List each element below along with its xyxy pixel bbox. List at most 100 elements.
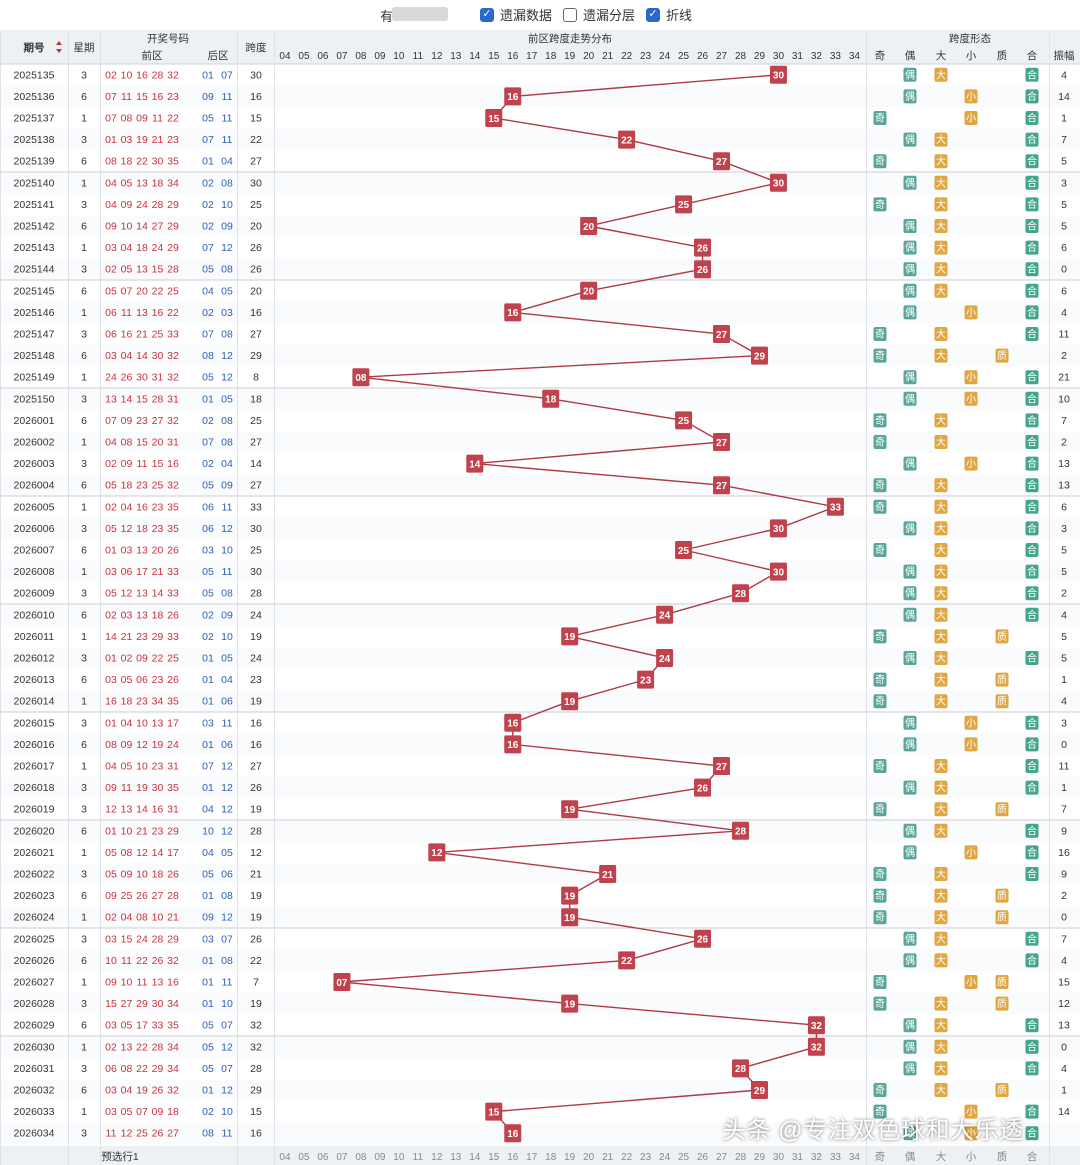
trend-col-header: 19	[564, 51, 576, 62]
front-number: 22	[136, 1063, 148, 1075]
form-badge-label: 小	[966, 1128, 976, 1140]
front-number: 25	[167, 653, 179, 665]
front-number: 05	[121, 177, 133, 189]
form-badge-label: 合	[1027, 241, 1037, 254]
trend-col-header: 31	[792, 51, 804, 62]
swing-cell: 5	[1061, 566, 1067, 578]
front-number: 15	[136, 393, 148, 405]
span-cell: 29	[250, 350, 262, 362]
front-number: 27	[152, 221, 164, 233]
front-number: 03	[105, 350, 117, 362]
form-badge	[873, 327, 887, 341]
span-marker-label: 27	[716, 157, 728, 168]
swing-cell: 9	[1061, 869, 1067, 881]
issue-cell: 2026010	[14, 609, 55, 621]
front-number: 24	[136, 199, 148, 211]
swing-cell: 5	[1061, 631, 1067, 643]
front-number: 33	[167, 631, 179, 643]
form-badge-label: 大	[936, 781, 946, 794]
form-badge-label: 合	[1027, 457, 1037, 470]
form-badge-label: 质	[997, 1085, 1007, 1097]
span-marker-label: 19	[564, 805, 576, 816]
form-badge-label: 合	[1027, 824, 1037, 837]
form-badge-label: 奇	[875, 976, 885, 989]
front-number: 23	[136, 415, 148, 427]
span-marker	[713, 433, 731, 451]
footer-trend-col: 21	[602, 1152, 614, 1163]
form-badge	[934, 953, 948, 968]
back-number: 07	[221, 69, 233, 81]
issue-cell: 2026033	[14, 1106, 55, 1118]
swing-cell: 0	[1061, 912, 1067, 924]
span-cell: 29	[250, 1085, 262, 1097]
form-badge-label: 奇	[875, 414, 885, 427]
back-number: 08	[221, 415, 233, 427]
weekday-cell: 3	[81, 869, 87, 881]
missing-data-checkbox[interactable]: ✓ 遗漏数据	[480, 5, 552, 24]
weekday-cell: 1	[81, 696, 87, 708]
polyline-checkbox[interactable]: ✓ 折线	[646, 5, 692, 24]
span-marker-label: 27	[716, 330, 728, 341]
back-number: 02	[202, 458, 214, 470]
footer-trend-col: 25	[678, 1152, 690, 1163]
weekday-cell: 6	[81, 221, 87, 233]
back-number: 01	[202, 782, 214, 794]
row-stripe	[0, 215, 1080, 237]
front-number: 21	[167, 912, 179, 924]
form-badge-label: 大	[936, 241, 946, 254]
span-marker-label: 26	[697, 243, 709, 254]
form-badge	[1025, 435, 1039, 449]
front-number: 05	[121, 1106, 133, 1118]
front-number: 10	[152, 912, 164, 924]
weekday-cell: 6	[81, 1085, 87, 1097]
back-number: 12	[221, 242, 233, 254]
form-badge-label: 偶	[905, 652, 915, 665]
form-badge	[934, 499, 948, 514]
front-number: 08	[121, 113, 133, 125]
back-number: 04	[202, 847, 214, 859]
form-badge-label: 质	[997, 912, 1007, 924]
form-badge	[903, 67, 917, 82]
front-number: 16	[136, 69, 148, 81]
front-number: 12	[121, 523, 133, 535]
front-number: 14	[152, 847, 164, 859]
form-badge-label: 偶	[905, 241, 915, 254]
front-number: 25	[152, 329, 164, 341]
back-number: 01	[202, 696, 214, 708]
issue-cell: 2025138	[14, 134, 55, 146]
form-badge-label: 偶	[905, 824, 915, 837]
form-badge	[873, 867, 887, 881]
span-marker-label: 28	[735, 827, 747, 838]
issue-cell: 2026005	[14, 501, 55, 513]
row-stripe	[0, 258, 1080, 280]
missing-layer-label: 遗漏分层	[583, 8, 636, 23]
polyline-label: 折线	[666, 8, 693, 23]
front-number: 08	[136, 912, 148, 924]
form-badge-label: 小	[966, 1106, 976, 1118]
weekday-cell: 1	[81, 177, 87, 189]
front-number: 15	[152, 264, 164, 276]
back-number: 10	[221, 199, 233, 211]
trend-header: 前区跨度走势分布	[528, 32, 612, 45]
front-number: 18	[121, 480, 133, 492]
form-badge-label: 质	[997, 631, 1007, 643]
span-cell: 27	[250, 329, 262, 341]
form-badge-label: 偶	[905, 587, 915, 600]
missing-layer-checkbox[interactable]: 遗漏分层	[563, 5, 635, 24]
span-marker-label: 25	[678, 546, 690, 557]
span-marker-label: 12	[431, 848, 443, 859]
weekday-cell: 3	[81, 134, 87, 146]
form-badge	[934, 888, 948, 903]
form-badge	[934, 1018, 948, 1033]
front-number: 21	[136, 825, 148, 837]
row-stripe	[0, 776, 1080, 799]
span-cell: 18	[250, 393, 262, 405]
row-stripe	[0, 517, 1080, 540]
form-badge-label: 大	[936, 911, 946, 924]
checkbox-checked-icon: ✓	[480, 7, 494, 22]
trend-col-header: 21	[602, 51, 614, 62]
front-number: 34	[167, 998, 179, 1010]
front-number: 11	[121, 307, 132, 319]
front-number: 26	[167, 869, 179, 881]
form-badge	[873, 694, 887, 709]
